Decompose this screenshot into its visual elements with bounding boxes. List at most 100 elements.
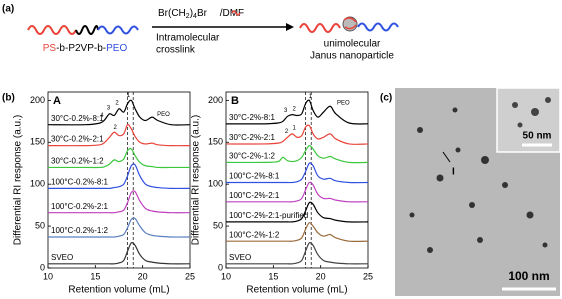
trace-label: 100°C-2%-2:1-purified — [229, 211, 308, 220]
arrow-text: crosslink — [156, 45, 196, 56]
x-tick-label: 10 — [43, 271, 53, 281]
x-axis-title: Retention volume (mL) — [246, 285, 347, 296]
x-tick-label: 20 — [316, 271, 326, 281]
trace-label: 30°C-2%-2:1 — [229, 133, 275, 142]
reagent-part: /DMF — [217, 8, 244, 19]
panel-letter: B — [231, 95, 239, 107]
product-text: unimolecular — [324, 39, 381, 50]
trace — [48, 241, 191, 265]
peak-annotation: 1 — [292, 126, 296, 132]
product-text: Janus nanoparticle — [310, 51, 394, 62]
product-peo — [357, 22, 399, 32]
x-tick-label: 15 — [268, 271, 278, 281]
inset-scale: 50 nm — [523, 131, 552, 142]
y-tick-label: 200 — [30, 95, 45, 105]
y-tick-label: 0 — [40, 262, 45, 272]
reagent-sub: 2 — [186, 13, 190, 20]
trace — [48, 148, 190, 169]
plot-frame — [47, 91, 191, 269]
trace-label: 30°C-2%-8:1 — [229, 113, 275, 122]
trace-label: 100°C-0.2%-8:1 — [51, 177, 109, 186]
trace-label: SVEO — [51, 253, 73, 262]
x-tick-label: 20 — [138, 271, 148, 281]
peo-text: PEO — [106, 43, 127, 54]
peak-annotation: PEO — [337, 100, 350, 106]
reagent-sub: 4 — [193, 13, 197, 20]
trace-label: 100°C-2%-2:1 — [229, 191, 280, 200]
marker-arrow — [442, 151, 451, 163]
y-axis-title: Differential RI response (a.u.) — [191, 115, 202, 245]
y-tick-label: 100 — [208, 179, 223, 189]
y-tick-label: 150 — [30, 137, 45, 147]
trace — [225, 222, 369, 243]
y-axis-title: Differential RI response (a.u.) — [13, 115, 24, 245]
panel-label: (b) — [2, 93, 15, 104]
reagent: Br(CH2)4Br /DMF — [158, 8, 244, 20]
reagent-part: ) — [190, 8, 193, 19]
x-axis-title: Retention volume (mL) — [68, 285, 169, 296]
trace — [47, 123, 191, 147]
ps-block — [27, 25, 77, 35]
peak-annotation: 3 — [284, 108, 288, 114]
trace-label: SVEO — [229, 253, 251, 262]
peak-annotation: 1 — [309, 94, 313, 100]
trace-label: 30°C-0.2%-1:2 — [51, 157, 104, 166]
panel-label: (c) — [380, 93, 392, 104]
arrow-head — [286, 23, 294, 31]
trace — [225, 124, 369, 145]
peak-annotation: 2 — [114, 125, 118, 131]
crosslinks — [343, 17, 357, 30]
trace-label: 100°C-2%-1:2 — [229, 230, 280, 239]
panel-letter: A — [53, 95, 61, 107]
marker: I — [452, 167, 455, 178]
trace — [48, 190, 191, 214]
inset-particles — [512, 97, 551, 128]
x-tick-label: 10 — [221, 271, 231, 281]
peak-annotation: 4 — [100, 113, 104, 119]
ps-text: PS — [43, 43, 57, 54]
x-tick-label: 25 — [185, 271, 195, 281]
linker-icon — [231, 10, 241, 16]
trace — [226, 201, 369, 223]
product-ps — [299, 23, 341, 33]
trace-label: 100°C-2%-8:1 — [229, 172, 280, 181]
trace — [48, 163, 191, 190]
trace — [47, 99, 191, 126]
trace-label: 30°C-2%-1:2 — [229, 152, 275, 161]
plot-frame — [225, 91, 369, 269]
y-tick-label: 200 — [208, 95, 223, 105]
reagent-part: Br — [197, 8, 208, 19]
trace-label: 100°C-0.2%-2:1 — [51, 202, 109, 211]
inset — [496, 87, 561, 153]
scale: 100 nm — [508, 269, 549, 283]
trace-label: 30°C-0.2%-2:1 — [51, 135, 104, 144]
x-tick-label: 15 — [90, 271, 100, 281]
y-tick-label: 50 — [35, 220, 45, 230]
y-tick-label: 50 — [213, 220, 223, 230]
peo-block — [97, 25, 139, 35]
p2vp-text: -b-P2VP-b- — [56, 43, 106, 54]
polymer-name: PS-b-P2VP-b-PEO — [43, 43, 128, 54]
trace — [226, 241, 369, 265]
reagent-part: Br(CH — [158, 8, 186, 19]
trace — [48, 217, 191, 238]
peak-annotation: 2 — [115, 100, 119, 106]
y-tick-label: 150 — [208, 137, 223, 147]
particles — [409, 107, 548, 253]
x-tick-label: 25 — [363, 271, 373, 281]
trace — [226, 162, 369, 184]
peak-annotation: 2 — [292, 106, 296, 112]
trace — [226, 181, 369, 203]
peak-annotation: 3 — [107, 106, 111, 112]
arrow-text: Intramolecular — [156, 33, 220, 44]
peak-annotation: 2 — [285, 129, 289, 135]
peak-annotation: PEO — [157, 112, 170, 118]
p2vp-block — [75, 25, 99, 35]
trace-label: 100°C-0.2%-1:2 — [51, 226, 109, 235]
trace — [225, 99, 369, 125]
trace-label: 30°C-0.2%-8:1 — [51, 114, 104, 123]
trace — [225, 145, 369, 164]
peak-annotation: 1 — [127, 93, 131, 99]
panel-label: (a) — [2, 4, 14, 15]
